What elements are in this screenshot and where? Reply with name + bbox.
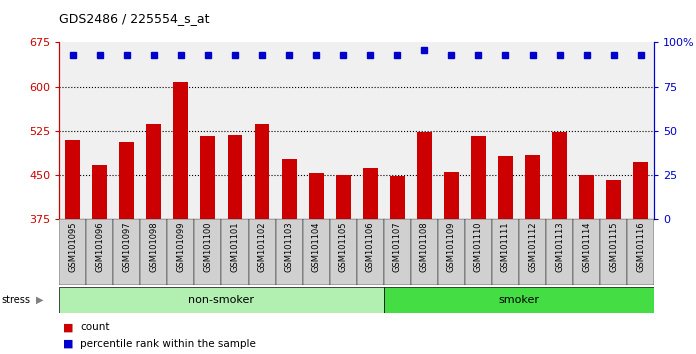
Bar — [228, 135, 242, 219]
Text: GSM101112: GSM101112 — [528, 222, 537, 272]
Text: GSM101113: GSM101113 — [555, 222, 564, 272]
Bar — [282, 159, 296, 219]
Bar — [303, 219, 330, 285]
Bar — [383, 219, 411, 285]
Bar — [248, 219, 276, 285]
Bar — [221, 219, 248, 285]
Bar — [335, 175, 351, 219]
Bar — [330, 219, 357, 285]
Text: GSM101101: GSM101101 — [230, 222, 239, 272]
Bar — [363, 167, 378, 219]
Bar — [573, 219, 600, 285]
Bar — [194, 219, 221, 285]
Text: stress: stress — [1, 295, 31, 305]
Bar — [59, 219, 86, 285]
Bar — [141, 219, 167, 285]
Text: GSM101115: GSM101115 — [609, 222, 618, 272]
Bar — [276, 219, 303, 285]
Text: GSM101110: GSM101110 — [474, 222, 483, 272]
Bar — [465, 219, 492, 285]
Bar — [167, 219, 194, 285]
Bar — [417, 132, 432, 219]
Bar — [146, 124, 161, 219]
Bar — [438, 219, 465, 285]
Bar — [113, 219, 141, 285]
Text: GSM101098: GSM101098 — [150, 222, 158, 272]
Bar — [357, 219, 383, 285]
Bar — [444, 172, 459, 219]
Bar — [93, 165, 107, 219]
Bar — [627, 219, 654, 285]
Text: smoker: smoker — [498, 295, 539, 305]
Bar — [59, 287, 383, 313]
Text: GSM101104: GSM101104 — [312, 222, 321, 272]
Bar — [633, 162, 648, 219]
Bar — [119, 142, 134, 219]
Bar — [552, 132, 567, 219]
Text: GSM101096: GSM101096 — [95, 222, 104, 272]
Text: percentile rank within the sample: percentile rank within the sample — [80, 339, 256, 349]
Text: GSM101109: GSM101109 — [447, 222, 456, 272]
Text: GSM101106: GSM101106 — [365, 222, 374, 272]
Bar — [525, 155, 540, 219]
Bar — [600, 219, 627, 285]
Bar — [200, 136, 215, 219]
Bar — [411, 219, 438, 285]
Bar — [471, 136, 486, 219]
Text: GSM101114: GSM101114 — [582, 222, 591, 272]
Bar — [579, 175, 594, 219]
Text: GDS2486 / 225554_s_at: GDS2486 / 225554_s_at — [59, 12, 209, 25]
Bar — [546, 219, 573, 285]
Text: ■: ■ — [63, 339, 73, 349]
Bar — [255, 124, 269, 219]
Text: GSM101105: GSM101105 — [339, 222, 348, 272]
Text: count: count — [80, 322, 109, 332]
Bar — [86, 219, 113, 285]
Bar — [309, 173, 324, 219]
Bar — [173, 82, 189, 219]
Text: GSM101099: GSM101099 — [176, 222, 185, 272]
Text: GSM101103: GSM101103 — [285, 222, 294, 272]
Bar — [498, 156, 513, 219]
Text: GSM101102: GSM101102 — [258, 222, 267, 272]
Text: GSM101108: GSM101108 — [420, 222, 429, 272]
Text: ■: ■ — [63, 322, 73, 332]
Bar — [492, 219, 519, 285]
Text: GSM101107: GSM101107 — [393, 222, 402, 272]
Text: GSM101095: GSM101095 — [68, 222, 77, 272]
Text: GSM101097: GSM101097 — [122, 222, 132, 272]
Bar — [65, 140, 80, 219]
Bar — [606, 180, 621, 219]
Bar — [390, 176, 404, 219]
Text: non-smoker: non-smoker — [189, 295, 255, 305]
Text: ▶: ▶ — [36, 295, 44, 305]
Text: GSM101116: GSM101116 — [636, 222, 645, 272]
Bar — [519, 219, 546, 285]
Text: GSM101100: GSM101100 — [203, 222, 212, 272]
Text: GSM101111: GSM101111 — [501, 222, 510, 272]
Bar — [383, 287, 654, 313]
